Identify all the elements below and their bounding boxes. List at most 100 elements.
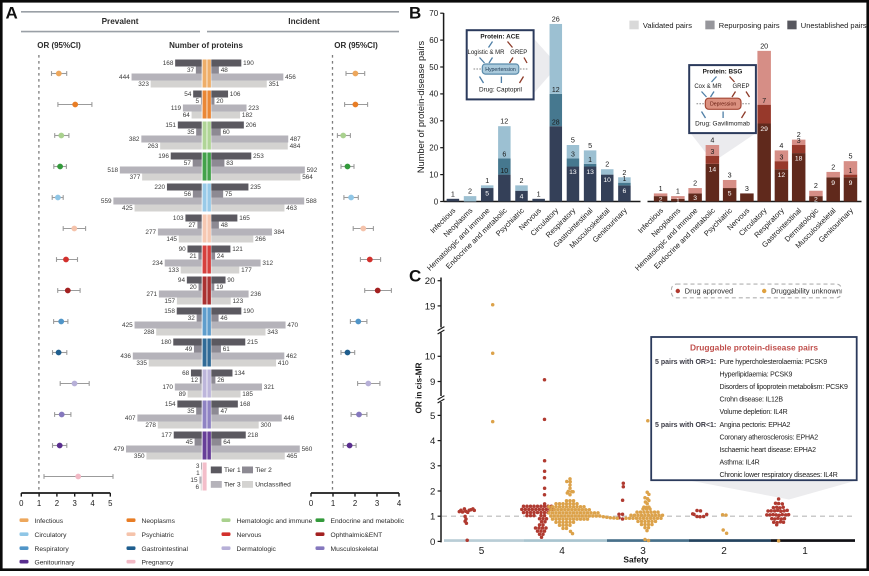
svg-text:1: 1 — [451, 189, 455, 198]
svg-text:5: 5 — [588, 141, 592, 150]
svg-text:436: 436 — [120, 353, 131, 360]
svg-text:GREP: GREP — [732, 84, 749, 90]
svg-text:165: 165 — [239, 215, 250, 222]
svg-text:Gastrointestinal: Gastrointestinal — [142, 546, 189, 553]
svg-text:263: 263 — [148, 143, 159, 150]
svg-text:1: 1 — [802, 546, 808, 557]
svg-text:2: 2 — [831, 162, 835, 171]
svg-text:Protein: BSG: Protein: BSG — [703, 69, 743, 76]
svg-text:40: 40 — [429, 90, 438, 99]
svg-text:26: 26 — [217, 377, 225, 384]
svg-text:479: 479 — [114, 446, 125, 453]
svg-text:C: C — [409, 267, 421, 286]
svg-text:60: 60 — [429, 36, 438, 45]
svg-text:444: 444 — [119, 74, 130, 81]
svg-text:Neoplasms: Neoplasms — [142, 518, 176, 525]
svg-text:5: 5 — [108, 499, 113, 508]
svg-text:Nervous: Nervous — [237, 532, 263, 539]
svg-text:2: 2 — [55, 499, 59, 508]
svg-text:335: 335 — [136, 360, 147, 367]
svg-text:48: 48 — [221, 67, 229, 74]
svg-text:2: 2 — [814, 181, 818, 190]
svg-text:30: 30 — [429, 117, 438, 126]
svg-text:1: 1 — [588, 157, 592, 164]
svg-text:5: 5 — [849, 152, 853, 161]
svg-text:168: 168 — [163, 60, 174, 67]
svg-text:50: 50 — [429, 63, 438, 72]
svg-text:15: 15 — [190, 477, 198, 484]
svg-text:Ophthalmic&ENT: Ophthalmic&ENT — [331, 532, 383, 539]
svg-text:253: 253 — [253, 153, 264, 160]
svg-text:13: 13 — [569, 169, 577, 176]
svg-text:35: 35 — [187, 129, 195, 136]
svg-text:220: 220 — [154, 184, 165, 191]
svg-text:Asthma: IL4R: Asthma: IL4R — [720, 460, 760, 467]
svg-text:24: 24 — [217, 253, 225, 260]
svg-text:351: 351 — [269, 81, 280, 88]
svg-text:Respiratory: Respiratory — [35, 546, 70, 553]
svg-text:28: 28 — [552, 119, 560, 126]
svg-text:3: 3 — [375, 499, 379, 508]
svg-text:26: 26 — [552, 15, 560, 24]
svg-text:278: 278 — [145, 422, 156, 429]
svg-text:4: 4 — [559, 546, 565, 557]
svg-text:2: 2 — [721, 546, 727, 557]
svg-text:1: 1 — [537, 189, 541, 198]
svg-text:182: 182 — [242, 112, 253, 119]
svg-text:518: 518 — [107, 167, 118, 174]
svg-text:463: 463 — [286, 205, 297, 212]
svg-text:64: 64 — [183, 112, 191, 119]
svg-text:20: 20 — [425, 276, 436, 287]
svg-text:2: 2 — [430, 486, 435, 497]
svg-text:B: B — [409, 4, 421, 23]
svg-text:1: 1 — [622, 176, 626, 183]
svg-text:190: 190 — [243, 60, 254, 67]
svg-text:54: 54 — [184, 91, 192, 98]
svg-text:Circulatory: Circulatory — [35, 532, 68, 539]
svg-text:9: 9 — [831, 180, 835, 187]
svg-text:13: 13 — [586, 169, 594, 176]
svg-text:5: 5 — [196, 98, 200, 105]
svg-text:Volume depletion: IL4R: Volume depletion: IL4R — [720, 409, 788, 416]
svg-text:134: 134 — [234, 370, 245, 377]
svg-text:1: 1 — [331, 499, 335, 508]
svg-text:350: 350 — [134, 453, 145, 460]
svg-text:5: 5 — [485, 191, 489, 198]
svg-text:12: 12 — [500, 117, 508, 126]
svg-text:446: 446 — [284, 415, 295, 422]
svg-text:Chronic lower respiratory dise: Chronic lower respiratory diseases: IL4R — [720, 472, 838, 479]
svg-text:2: 2 — [693, 179, 697, 188]
svg-text:300: 300 — [261, 422, 272, 429]
svg-text:37: 37 — [187, 67, 195, 74]
svg-text:5 pairs with OR>1:: 5 pairs with OR>1: — [655, 359, 716, 366]
svg-text:158: 158 — [164, 308, 175, 315]
svg-text:560: 560 — [302, 446, 313, 453]
svg-text:OR in cis-MR: OR in cis-MR — [415, 362, 424, 413]
svg-text:Repurposing pairs: Repurposing pairs — [719, 21, 780, 30]
svg-text:83: 83 — [226, 160, 234, 167]
svg-text:103: 103 — [173, 215, 184, 222]
svg-text:465: 465 — [287, 453, 298, 460]
svg-text:4: 4 — [520, 194, 524, 201]
svg-text:170: 170 — [162, 384, 173, 391]
svg-text:Hyperlipidaemia: PCSK9: Hyperlipidaemia: PCSK9 — [720, 371, 793, 378]
svg-text:592: 592 — [307, 167, 318, 174]
svg-text:0: 0 — [434, 197, 439, 206]
svg-text:410: 410 — [278, 360, 289, 367]
svg-text:Number of proteins: Number of proteins — [169, 41, 243, 50]
svg-text:75: 75 — [225, 191, 233, 198]
svg-text:47: 47 — [221, 408, 229, 415]
svg-text:48: 48 — [221, 222, 229, 229]
svg-text:151: 151 — [165, 122, 176, 129]
svg-text:35: 35 — [187, 408, 195, 415]
svg-text:2: 2 — [659, 196, 663, 203]
svg-text:Tier 2: Tier 2 — [255, 467, 272, 474]
svg-text:12: 12 — [778, 172, 786, 179]
svg-text:Druggable protein-disease pair: Druggable protein-disease pairs — [690, 343, 818, 353]
svg-text:3: 3 — [73, 499, 77, 508]
svg-text:21: 21 — [189, 253, 197, 260]
svg-text:20: 20 — [216, 98, 224, 105]
svg-text:Safety: Safety — [623, 555, 648, 565]
svg-text:5: 5 — [479, 546, 485, 557]
svg-text:4: 4 — [430, 436, 436, 447]
